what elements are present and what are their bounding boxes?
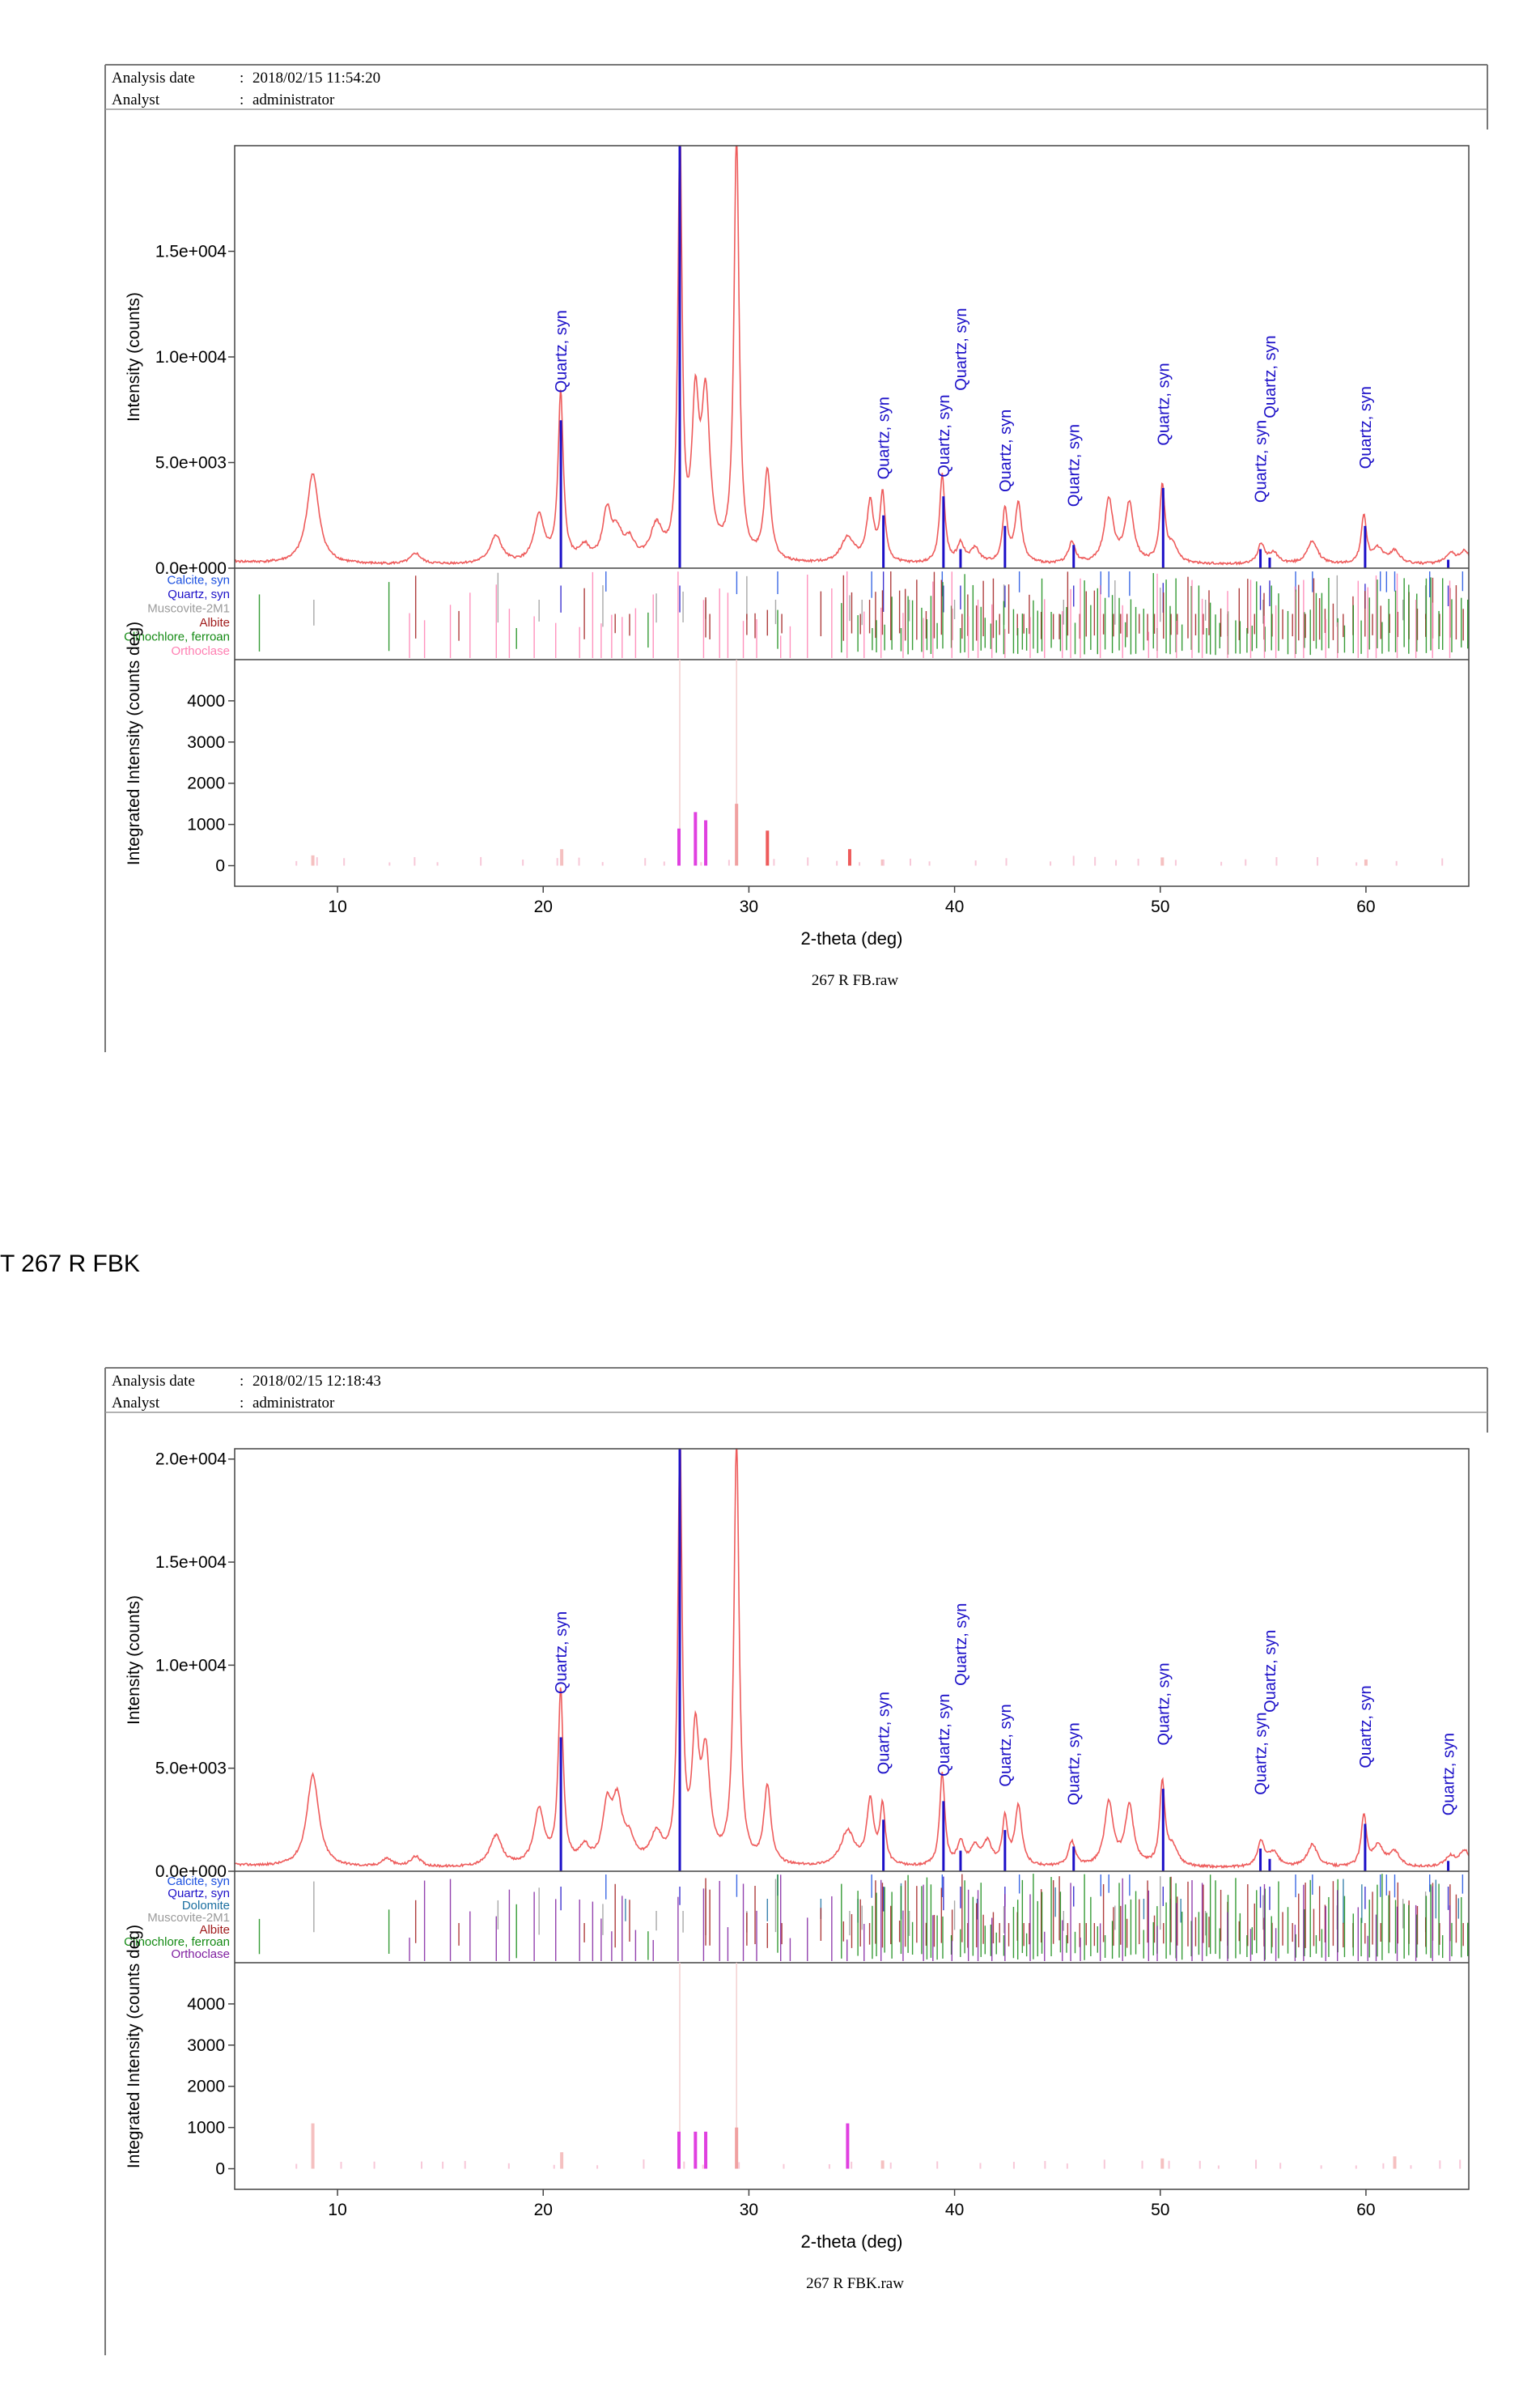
quartz-peak-label: Quartz, syn: [1357, 386, 1375, 469]
x-tick-label: 50: [1151, 898, 1169, 916]
quartz-peak-label: Quartz, syn: [553, 1611, 571, 1694]
y2-tick-label: 1000: [187, 816, 225, 834]
phase-legend-label: Quartz, syn: [168, 588, 230, 601]
y-tick-label: 0.0e+000: [155, 1862, 227, 1881]
x-tick-label: 20: [534, 898, 553, 916]
y2-tick-label: 0: [215, 857, 225, 876]
raw-filename: 267 R FBK.raw: [806, 2275, 904, 2292]
y-tick-label: 1.0e+004: [155, 1656, 227, 1675]
x-tick-label: 50: [1151, 2201, 1169, 2219]
quartz-peak-label: Quartz, syn: [935, 395, 953, 478]
header-colon: :: [240, 1373, 244, 1390]
quartz-peak-label: Quartz, syn: [876, 1692, 893, 1774]
integrated-group: [295, 1963, 1462, 2169]
y2-tick-label: 1000: [187, 2119, 225, 2138]
quartz-peak-label: Quartz, syn: [1253, 420, 1271, 503]
quartz-peak-label: Quartz, syn: [1440, 1733, 1458, 1815]
pattern-group: [235, 146, 1469, 568]
quartz-peak-label: Quartz, syn: [1155, 1662, 1173, 1745]
quartz-peak-label: Quartz, syn: [553, 310, 571, 393]
header-colon: :: [240, 1395, 244, 1412]
phase-legend-label: Muscovite-2M1: [147, 602, 230, 616]
y-axis-label: Intensity (counts): [125, 1595, 143, 1725]
x-tick-label: 30: [740, 2201, 758, 2219]
xrd-pattern-chart-2: Analysis date:2018/02/15 12:18:43 Analyst…: [104, 1367, 1488, 2355]
header-colon: :: [240, 70, 244, 87]
analyst-label: Analyst: [112, 1395, 160, 1412]
quartz-peak-label: Quartz, syn: [997, 1704, 1015, 1786]
y2-axis-label: Integrated Intensity (counts deg): [125, 1925, 143, 2168]
x-axis-label: 2-theta (deg): [801, 928, 903, 949]
x-tick-label: 60: [1356, 2201, 1375, 2219]
x-axis-label: 2-theta (deg): [801, 2231, 903, 2252]
y-tick-label: 1.0e+004: [155, 348, 227, 367]
quartz-peak-label: Quartz, syn: [1253, 1713, 1271, 1795]
analysis-date-label: Analysis date: [112, 70, 195, 87]
header-colon: :: [240, 91, 244, 108]
phase-legend-label: Quartz, syn: [168, 1887, 230, 1900]
y-tick-label: 5.0e+003: [155, 454, 227, 473]
quartz-peak-label: Quartz, syn: [1155, 363, 1173, 445]
y2-axis-label: Integrated Intensity (counts deg): [125, 622, 143, 865]
plot-frame: [234, 1448, 1470, 2190]
analyst-label: Analyst: [112, 91, 160, 108]
plot-frame: [234, 145, 1470, 887]
quartz-peak-label: Quartz, syn: [1262, 1630, 1279, 1713]
phase-legend-label: Calcite, syn: [167, 1874, 230, 1888]
quartz-peak-label: Quartz, syn: [935, 1694, 953, 1777]
quartz-peak-label: Quartz, syn: [997, 410, 1015, 492]
y2-tick-label: 3000: [187, 733, 225, 752]
y2-tick-label: 4000: [187, 1995, 225, 2014]
quartz-peak-label: Quartz, syn: [1066, 1722, 1084, 1805]
phase-legend-label: Albite: [199, 1923, 230, 1937]
quartz-peak-label: Quartz, syn: [1357, 1685, 1375, 1768]
y-tick-label: 2.0e+004: [155, 1450, 227, 1469]
y2-tick-label: 3000: [187, 2036, 225, 2055]
phase-legend-label: Muscovite-2M1: [147, 1911, 230, 1925]
x-tick-label: 30: [740, 898, 758, 916]
phase-legend-label: Orthoclase: [171, 1947, 230, 1961]
quartz-peak-label: Quartz, syn: [876, 397, 893, 479]
xrd-pattern-chart-1: Analysis date:2018/02/15 11:54:20 Analyst…: [104, 64, 1488, 1052]
y-tick-label: 0.0e+000: [155, 559, 227, 578]
diffraction-pattern-line: [235, 146, 1469, 566]
diffraction-pattern-line: [235, 1449, 1469, 1870]
y-tick-label: 5.0e+003: [155, 1760, 227, 1778]
pattern-group: [235, 1449, 1469, 1871]
quartz-peak-label: Quartz, syn: [952, 308, 970, 390]
y-axis-label: Intensity (counts): [125, 292, 143, 422]
y-tick-label: 1.5e+004: [155, 243, 227, 261]
y2-tick-label: 2000: [187, 2078, 225, 2096]
phase-legend-label: Clinochlore, ferroan: [124, 630, 230, 644]
phase-legend-label: Calcite, syn: [167, 574, 230, 588]
quartz-peak-label: Quartz, syn: [1066, 424, 1084, 507]
phase-legend-label: Albite: [199, 616, 230, 630]
analyst-value: administrator: [252, 91, 335, 108]
analyst-value: administrator: [252, 1395, 335, 1412]
x-tick-label: 20: [534, 2201, 553, 2219]
y2-tick-label: 4000: [187, 692, 225, 711]
analysis-date-value: 2018/02/15 12:18:43: [252, 1373, 381, 1390]
quartz-peak-label: Quartz, syn: [952, 1603, 970, 1686]
analysis-date-value: 2018/02/15 11:54:20: [252, 70, 380, 87]
sample-caption: T 267 R FBK: [0, 1250, 140, 1277]
y2-tick-label: 2000: [187, 775, 225, 793]
raw-filename: 267 R FB.raw: [812, 972, 898, 989]
x-tick-label: 10: [328, 898, 346, 916]
x-tick-label: 10: [328, 2201, 346, 2219]
analysis-date-label: Analysis date: [112, 1373, 195, 1390]
x-tick-label: 40: [945, 2201, 964, 2219]
phase-legend-label: Dolomite: [182, 1899, 230, 1913]
x-tick-label: 60: [1356, 898, 1375, 916]
integrated-group: [295, 660, 1444, 866]
phase-legend-label: Clinochlore, ferroan: [124, 1935, 230, 1949]
y-tick-label: 1.5e+004: [155, 1553, 227, 1572]
y2-tick-label: 0: [215, 2160, 225, 2179]
quartz-peak-label: Quartz, syn: [1262, 335, 1279, 418]
x-tick-label: 40: [945, 898, 964, 916]
phase-legend-label: Orthoclase: [171, 644, 230, 658]
